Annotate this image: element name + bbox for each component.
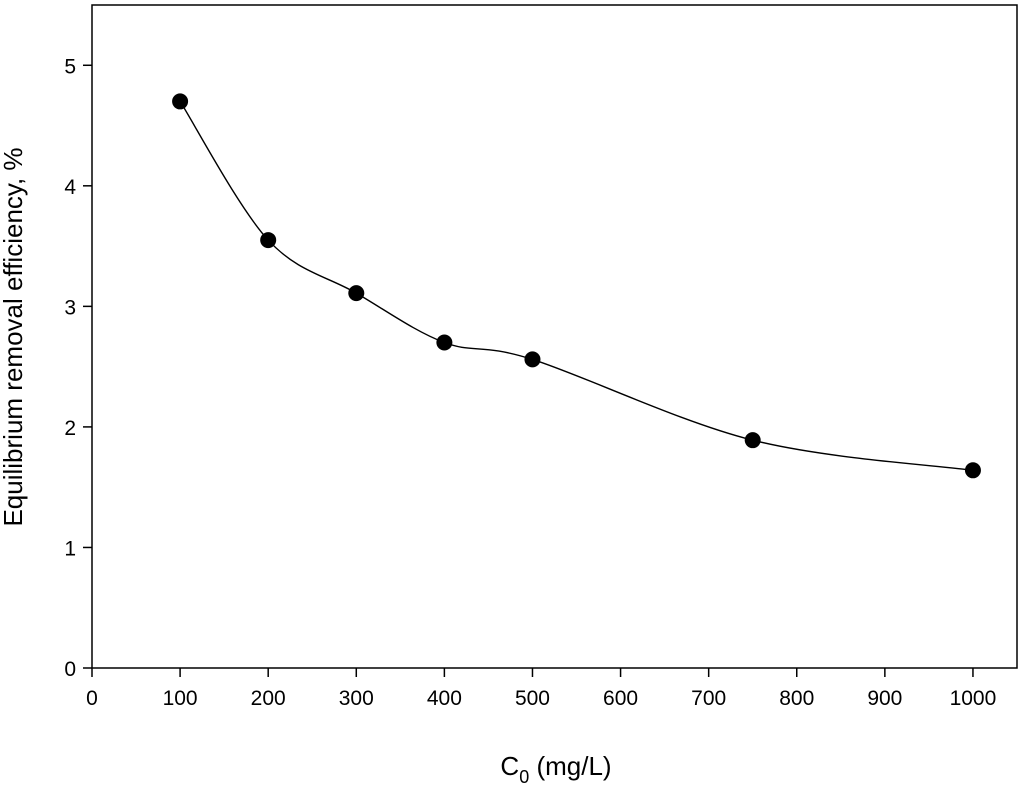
data-point [260,232,277,249]
x-tick-label: 500 [515,687,550,710]
x-axis: 0 100 200 300 400 500 600 700 800 900 1000 [86,668,996,710]
data-point [744,432,761,449]
x-tick-label: 900 [867,687,902,710]
x-tick-label: 0 [86,687,98,710]
x-axis-label-subscript: 0 [519,767,529,785]
series-curve [179,101,974,471]
data-points [172,93,981,479]
x-axis-label-main: C [500,751,519,781]
y-tick-label: 3 [64,296,76,319]
data-point [524,351,541,368]
plot-frame [91,4,1018,669]
data-point [348,285,365,302]
x-tick-label: 400 [427,687,462,710]
y-tick-label: 2 [64,417,76,440]
data-point [172,93,189,110]
x-tick-label: 600 [603,687,638,710]
x-tick-label: 700 [691,687,726,710]
y-tick-label: 5 [64,55,76,78]
x-tick-label: 200 [251,687,286,710]
x-axis-label-unit: (mg/L) [529,751,611,781]
y-tick-label: 4 [64,176,76,199]
y-tick-label: 1 [64,537,76,560]
x-axis-label: C0 (mg/L) [500,751,611,785]
y-tick-label: 0 [64,658,76,681]
data-point [964,462,981,479]
x-tick-label: 300 [339,687,374,710]
data-point [436,334,453,351]
y-axis: 0 1 2 3 4 5 [64,55,92,681]
y-axis-label: Equilibrium removal efficiency, % [0,147,28,526]
x-tick-label: 100 [163,687,198,710]
x-tick-label: 800 [779,687,814,710]
x-tick-label: 1000 [950,687,997,710]
